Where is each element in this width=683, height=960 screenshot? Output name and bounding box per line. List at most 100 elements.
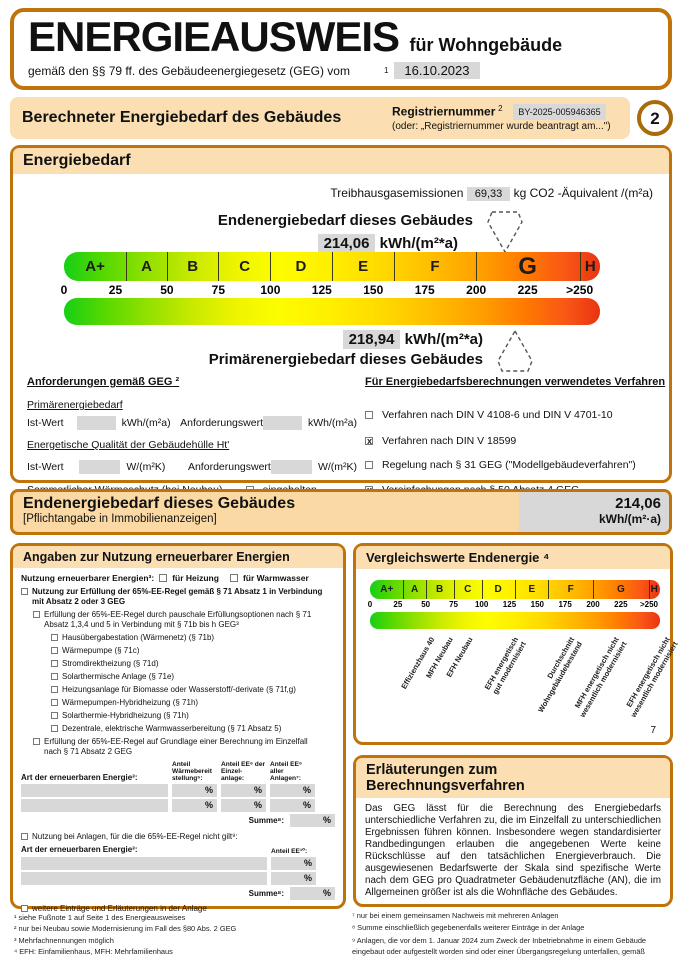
tick-125: 125 <box>502 600 517 609</box>
option-st-hybrid-checkbox[interactable] <box>51 711 58 719</box>
tick-175: 175 <box>558 600 572 609</box>
title-box: ENERGIEAUSWEIS für Wohngebäude gemäß den… <box>10 8 672 90</box>
energie-art-input[interactable] <box>21 872 267 886</box>
geg-date-field[interactable]: 16.10.2023 <box>394 62 480 79</box>
summe-label: Summe⁸: <box>248 888 284 898</box>
tick-250plus: >250 <box>566 283 594 297</box>
scale-divider <box>476 252 478 281</box>
tick-225: 225 <box>614 600 628 609</box>
section-bar: Berechneter Energiebedarf des Gebäudes R… <box>10 97 630 139</box>
scale-divider <box>125 252 127 281</box>
anteil-input[interactable]: % <box>271 872 316 886</box>
method-din4108-label: Verfahren nach DIN V 4108-6 und DIN V 47… <box>382 409 613 421</box>
method-din4108-checkbox[interactable] <box>365 411 373 419</box>
more-entries-checkbox[interactable] <box>21 905 28 913</box>
tick-225: 225 <box>517 283 538 297</box>
scale-divider <box>481 580 483 599</box>
method-din18599-checkbox[interactable] <box>365 436 373 446</box>
primaerenergiebedarf-value: 218,94 <box>342 330 401 349</box>
option-wp-hybrid-checkbox[interactable] <box>51 698 58 706</box>
rule-nichtgilt-checkbox[interactable] <box>21 833 28 841</box>
art-energie-header: Art der erneuerbaren Energie³: <box>21 772 138 782</box>
option-label: Wärmepumpe (§ 71c) <box>62 645 140 655</box>
tick-75: 75 <box>211 283 226 297</box>
summe-input[interactable]: % <box>290 814 335 828</box>
compare-letter-bar: A+ A B C D E F G H <box>370 580 660 599</box>
option-waermepumpe-checkbox[interactable] <box>51 646 58 654</box>
tick-150: 150 <box>363 283 384 297</box>
heizung-checkbox[interactable] <box>159 574 168 583</box>
option-dezentral-checkbox[interactable] <box>51 724 58 732</box>
methods-heading: Für Energiebedarfsberechnungen verwendet… <box>365 376 666 388</box>
footnote-marker-7: 7 <box>650 725 656 736</box>
erlaeuterungen-panel: Erläuterungen zum Berechnungsverfahren D… <box>353 755 673 907</box>
footnote: ⁷ nur bei einem gemeinsamen Nachweis mit… <box>352 911 559 920</box>
anteil-input[interactable]: % <box>221 799 266 813</box>
primaerenergiebedarf-label: Primärenergiebedarf dieses Gebäudes <box>208 351 483 368</box>
banner-unit: kWh/(m²·a) <box>599 512 661 526</box>
ghg-value-field[interactable]: 69,33 <box>466 187 511 201</box>
option-biomasse-checkbox[interactable] <box>51 685 58 693</box>
footnote-marker-2: 2 <box>498 103 503 113</box>
scale-divider <box>593 580 594 599</box>
class-b: B <box>435 584 444 595</box>
option-hausuebergabe-checkbox[interactable] <box>51 633 58 641</box>
summe-input[interactable]: % <box>290 887 335 901</box>
anteil-input[interactable]: % <box>270 799 315 813</box>
class-g: G <box>616 584 625 595</box>
title-suffix: für Wohngebäude <box>409 35 563 55</box>
energie-art-input[interactable] <box>21 857 267 871</box>
rule-main-checkbox[interactable] <box>21 587 28 595</box>
option-label: Wärmepumpen-Hybridheizung (§ 71h) <box>62 697 199 707</box>
warmwasser-checkbox[interactable] <box>229 574 238 583</box>
method-modellgebaeude-checkbox[interactable] <box>365 461 373 469</box>
compare-labels: Effizienzhaus 40 MFH Neubau EFH Neubau E… <box>356 635 679 744</box>
registriernummer-value[interactable]: BY-2025-005946365 <box>513 104 606 121</box>
page-number-badge: 2 <box>637 100 673 136</box>
unit-kwh: kWh/(m²a) <box>308 417 357 429</box>
ref-efh-gut-modernisiert: EFH energetisch gut modernisiert <box>482 635 528 696</box>
footnote: ⁴ EFH: Einfamilienhaus, MFH: Mehrfamilie… <box>14 947 173 957</box>
class-h: H <box>584 258 596 275</box>
anteil-input[interactable]: % <box>221 784 266 798</box>
banner-subtitle: [Pflichtangabe in Immobilienanzeigen] <box>23 513 217 525</box>
prim-anforderungswert-input[interactable] <box>263 416 302 430</box>
scale-divider <box>270 252 272 281</box>
class-a-plus: A+ <box>85 258 105 275</box>
energie-art-input[interactable] <box>21 799 168 813</box>
class-d: D <box>494 584 502 595</box>
tick-25: 25 <box>108 283 123 297</box>
class-a: A <box>141 258 152 275</box>
prim-ist-wert-input[interactable] <box>76 416 116 430</box>
anteil-input[interactable]: % <box>270 784 315 798</box>
class-c: C <box>239 258 251 275</box>
class-a: A <box>411 584 419 595</box>
endenergiebedarf-label: Endenergiebedarf dieses Gebäudes <box>217 212 473 229</box>
compare-scale: A+ A B C D E F G H 0 25 50 75 100 125 15… <box>368 580 660 629</box>
scale-divider <box>425 580 427 599</box>
tick-175: 175 <box>414 283 435 297</box>
primaerenergiebedarf-unit: kWh/(m²*a) <box>404 331 483 348</box>
warmwasser-label: für Warmwasser <box>242 573 309 583</box>
option-label: Heizungsanlage für Biomasse oder Wassers… <box>62 684 296 694</box>
tick-200: 200 <box>586 600 600 609</box>
col-anteil-ee: Anteil EE¹⁰: <box>271 847 308 855</box>
class-e: E <box>358 258 369 275</box>
rule-pauschal-checkbox[interactable] <box>33 610 40 618</box>
hull-anforderungswert-input[interactable] <box>270 460 312 474</box>
anteil-input[interactable]: % <box>271 857 316 871</box>
footnote: ⁵ Anteil der Einzelanlage an der Wärmebe… <box>14 958 344 960</box>
ref-efh-nicht-modernisiert: EFH energetisch nicht wesentlich moderni… <box>624 635 680 719</box>
anteil-input[interactable]: % <box>172 784 217 798</box>
rule-einzelfall-checkbox[interactable] <box>33 737 40 745</box>
hull-ist-wert-input[interactable] <box>79 460 121 474</box>
endenergie-banner: Endenergiebedarf dieses Gebäudes [Pflich… <box>10 489 672 535</box>
anteil-input[interactable]: % <box>172 799 217 813</box>
option-solarthermie-checkbox[interactable] <box>51 672 58 680</box>
option-stromdirekt-checkbox[interactable] <box>51 659 58 667</box>
class-b: B <box>187 258 199 275</box>
tick-200: 200 <box>466 283 487 297</box>
class-a-plus: A+ <box>380 584 394 595</box>
energie-art-input[interactable] <box>21 784 168 798</box>
